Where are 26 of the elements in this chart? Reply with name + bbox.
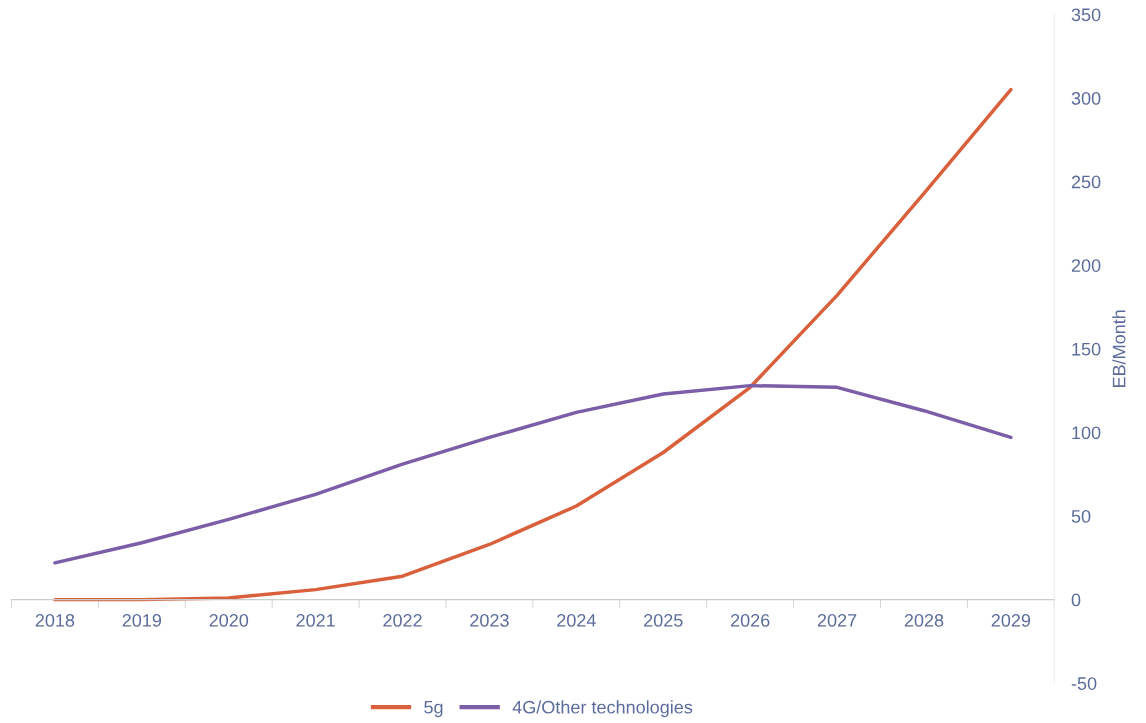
line-series xyxy=(53,383,1013,565)
x-tick-label: 2024 xyxy=(557,614,596,627)
x-tick-label: 2023 xyxy=(470,614,509,627)
x-tick-label: 2029 xyxy=(991,614,1031,627)
y-tick-label: 50 xyxy=(1071,509,1091,523)
x-tick-label: 2021 xyxy=(296,614,335,627)
y-tick-label: -50 xyxy=(1071,677,1097,690)
y-tick-label: 150 xyxy=(1072,342,1101,356)
legend-label: 4G/Other technologies xyxy=(512,700,693,718)
y-axis-title: EB/Month xyxy=(1112,310,1126,388)
x-tick-label: 2026 xyxy=(730,614,770,627)
y-tick-label: 0 xyxy=(1071,593,1081,607)
x-tick-label: 2025 xyxy=(644,614,683,627)
x-tick-label: 2022 xyxy=(383,614,422,627)
y-tick-label: 350 xyxy=(1071,8,1101,22)
x-tick-label: 2028 xyxy=(904,614,944,627)
y-tick-label: 100 xyxy=(1072,426,1101,440)
y-tick-label: 200 xyxy=(1071,259,1101,272)
y-tick-label: 250 xyxy=(1071,175,1101,189)
x-tick-label: 2019 xyxy=(122,614,162,627)
y-tick-label: 300 xyxy=(1071,91,1101,105)
x-tick-label: 2020 xyxy=(209,614,249,627)
line-series xyxy=(53,87,1013,602)
x-tick-label: 2027 xyxy=(817,614,857,627)
x-tick-label: 2018 xyxy=(35,614,75,627)
legend-label: 5g xyxy=(424,700,443,718)
